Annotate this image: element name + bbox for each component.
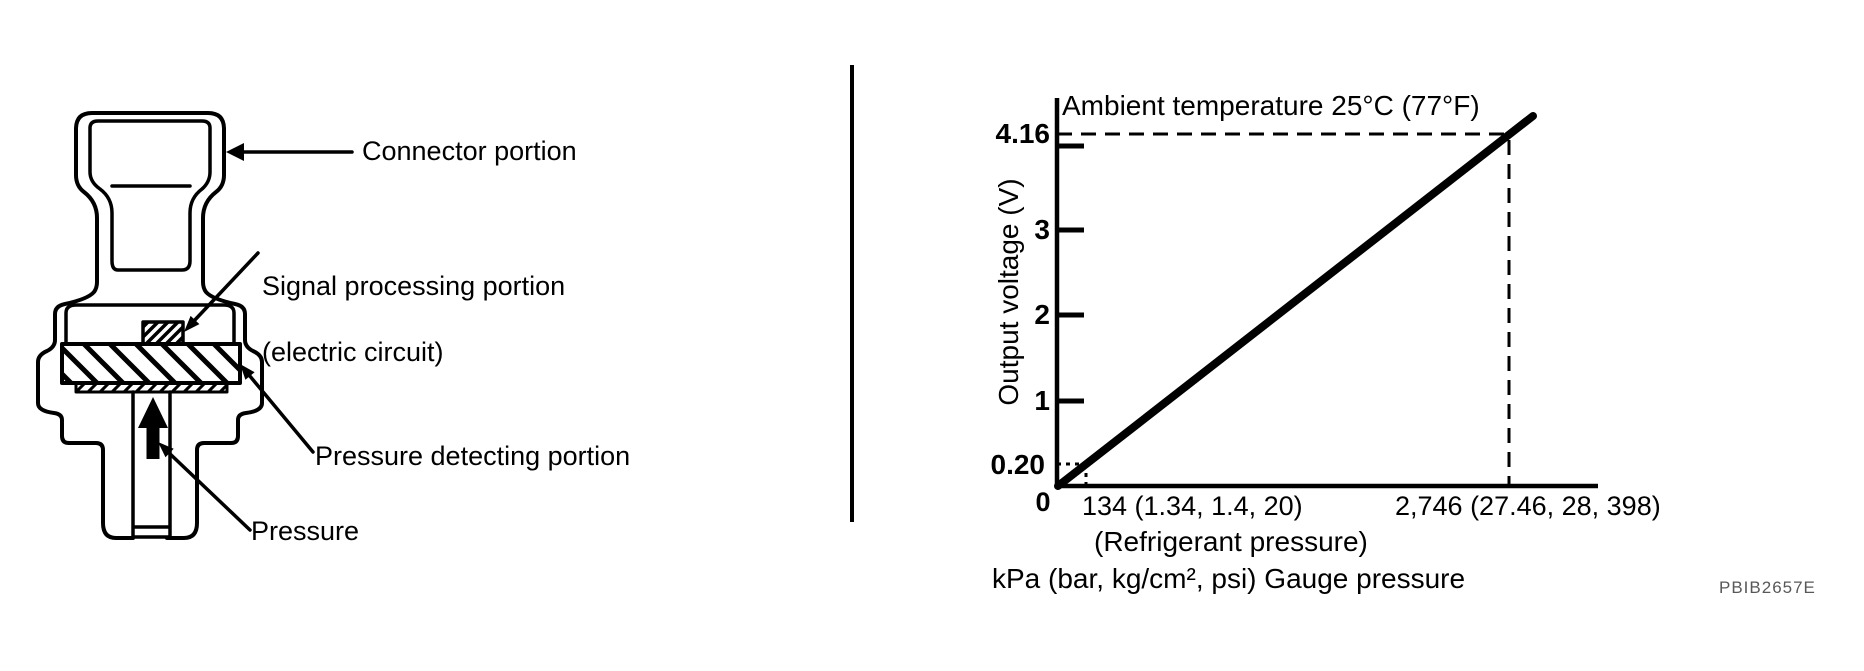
y-tick-label-1: 1 bbox=[1034, 385, 1050, 416]
signal-processing-label-line2: (electric circuit) bbox=[262, 337, 444, 367]
pressure-detecting-leader bbox=[240, 364, 315, 454]
x-axis-note-units: kPa (bar, kg/cm², psi) Gauge pressure bbox=[992, 563, 1466, 594]
pressure-label: Pressure bbox=[251, 516, 360, 546]
pressure-flow-arrow bbox=[138, 397, 168, 459]
x-tick-label-zero: 0 bbox=[1035, 487, 1051, 517]
x-tick-label-high: 2,746 (27.46, 28, 398) bbox=[1395, 491, 1661, 521]
y-tick-label-020: 0.20 bbox=[990, 449, 1046, 480]
y-tick-label-416: 4.16 bbox=[995, 118, 1051, 149]
sensor-outer-contour bbox=[36, 111, 264, 540]
sensor-body-cap bbox=[64, 303, 236, 346]
y-tick-label-3: 3 bbox=[1034, 214, 1050, 245]
chart-title: Ambient temperature 25°C (77°F) bbox=[1062, 90, 1480, 121]
sensor-cross-section bbox=[36, 111, 264, 540]
connector-arrowhead-icon bbox=[226, 143, 244, 161]
x-axis-note-refrigerant: (Refrigerant pressure) bbox=[1094, 526, 1368, 557]
label-leaders bbox=[158, 143, 354, 532]
signal-processing-chip bbox=[141, 320, 185, 346]
pressure-detecting-band bbox=[60, 342, 242, 385]
pressure-arrowhead-icon bbox=[158, 442, 174, 458]
output-voltage-line bbox=[1054, 112, 1537, 490]
figure-code: PBIB2657E bbox=[1719, 578, 1816, 597]
pressure-detecting-strip bbox=[74, 381, 229, 394]
voltage-pressure-chart bbox=[1054, 98, 1598, 490]
pressure-detecting-label: Pressure detecting portion bbox=[315, 441, 631, 471]
connector-arrow bbox=[226, 143, 354, 161]
signal-processing-label: Signal processing portion (electric circ… bbox=[262, 237, 565, 402]
signal-arrowhead-icon bbox=[184, 315, 200, 332]
signal-processing-leader bbox=[184, 251, 260, 332]
x-tick-label-low: 134 (1.34, 1.4, 20) bbox=[1082, 491, 1303, 521]
pressure-leader bbox=[158, 442, 252, 532]
signal-processing-label-line1: Signal processing portion bbox=[262, 271, 566, 301]
connector-portion-label: Connector portion bbox=[362, 136, 577, 166]
pressure-inlet-tube bbox=[131, 390, 172, 540]
y-axis-ticks bbox=[1057, 143, 1084, 404]
detecting-arrowhead-icon bbox=[240, 364, 255, 380]
y-tick-label-2: 2 bbox=[1034, 299, 1050, 330]
sensor-inner-wall bbox=[88, 119, 212, 272]
